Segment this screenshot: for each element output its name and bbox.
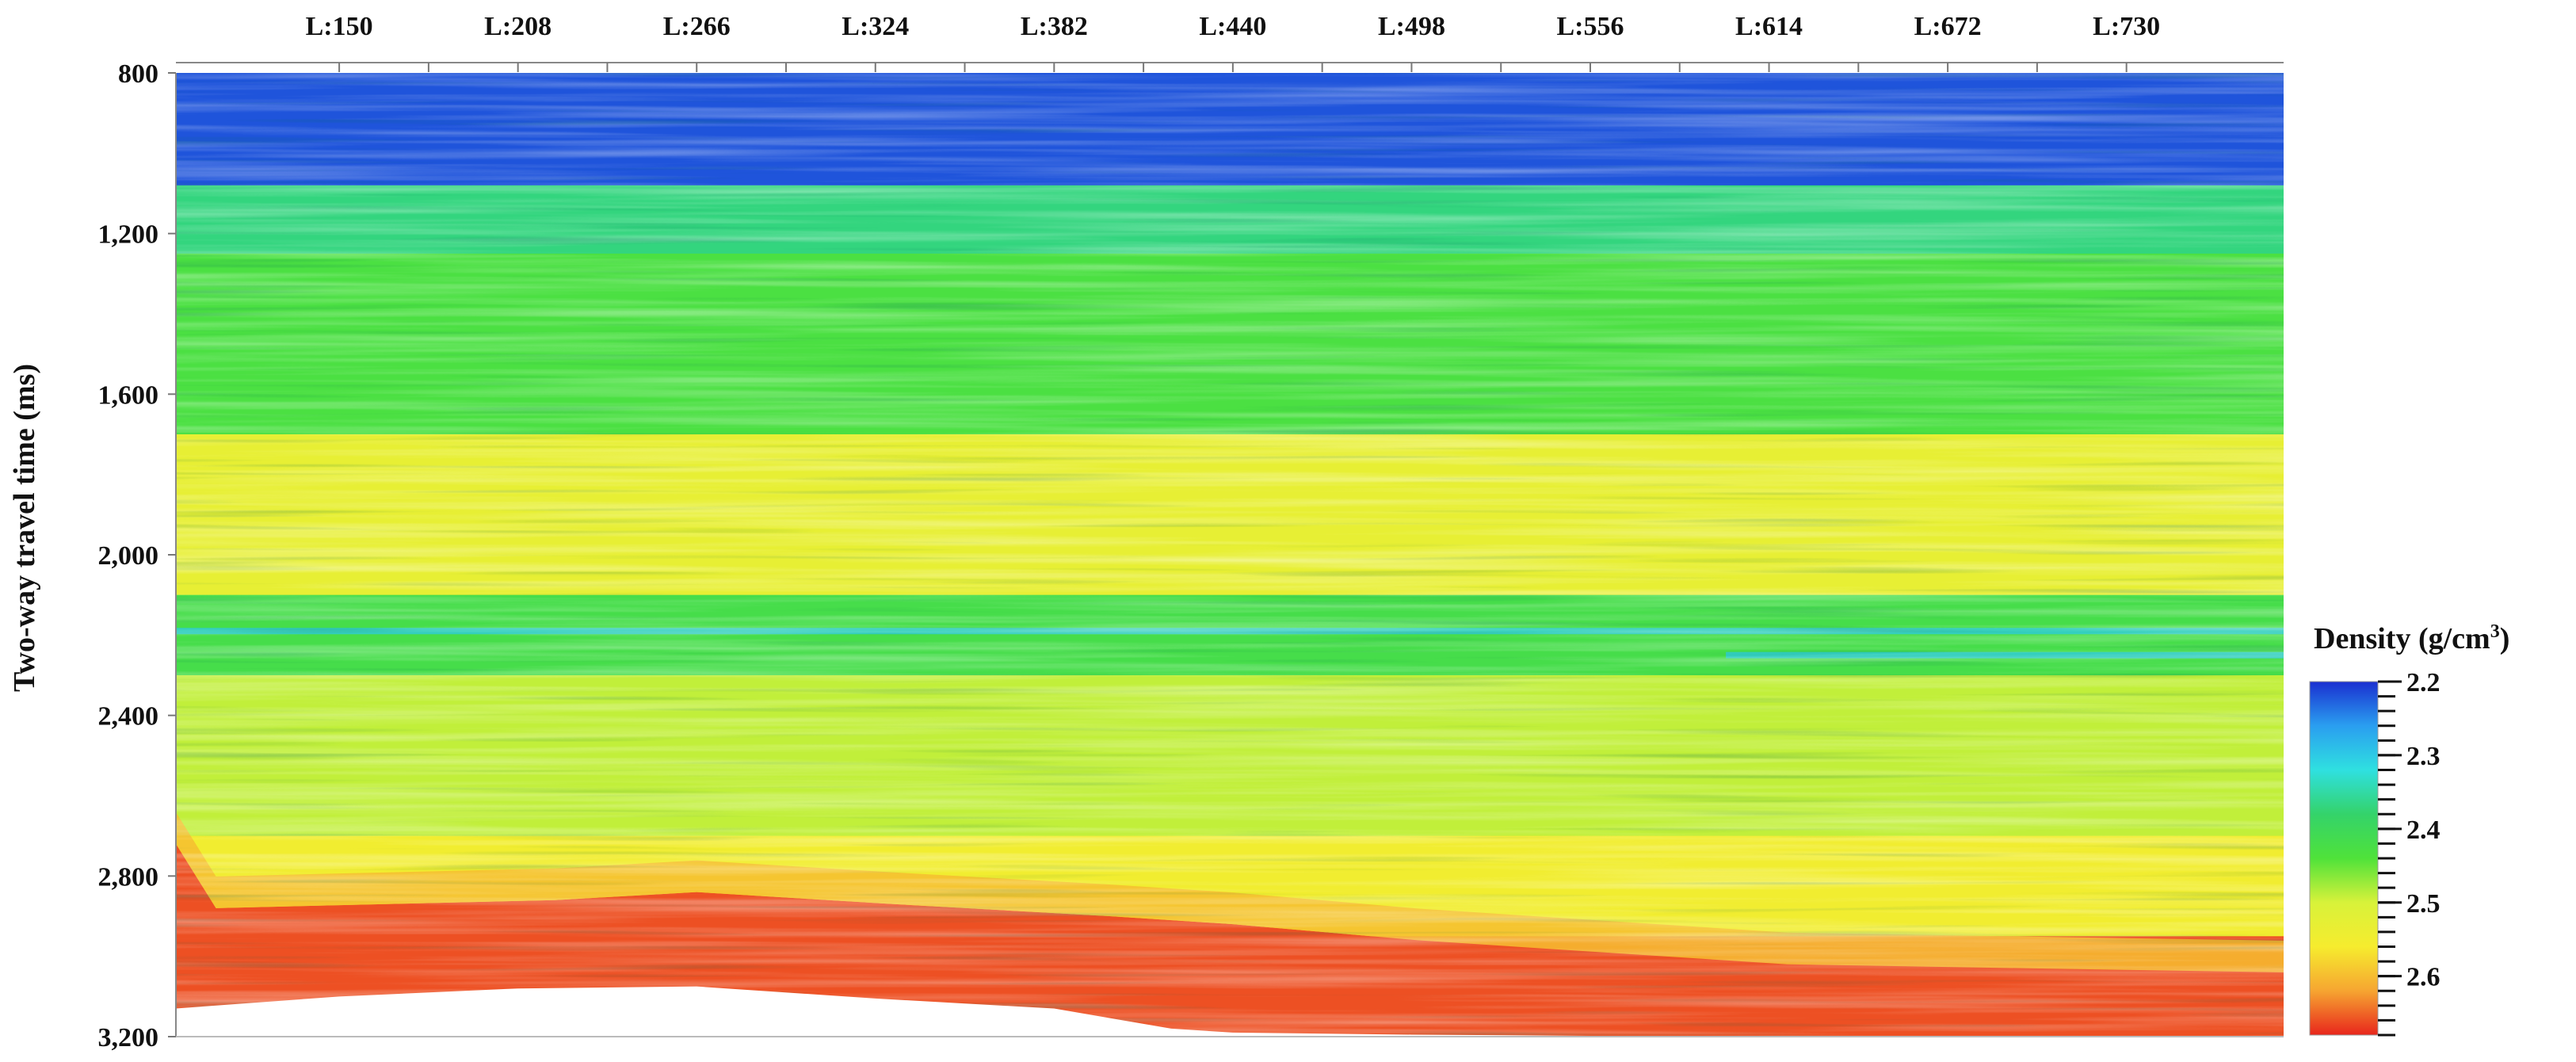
colorbar-tick-label: 2.4 <box>2406 816 2441 845</box>
y-axis-label: Two-way travel time (ms) <box>8 364 41 692</box>
x-tick-label: L:556 <box>1557 12 1624 41</box>
colorbar: 2.2 2.3 2.4 2.5 2.6 <box>2309 668 2441 1037</box>
y-tick-label: 2,800 <box>98 862 159 892</box>
y-tick-label: 1,200 <box>98 220 159 250</box>
section-base-mask <box>176 986 2284 1038</box>
colorbar-tick-label: 2.3 <box>2406 742 2441 771</box>
y-tick-label: 2,400 <box>98 702 159 732</box>
x-tick-label: L:730 <box>2093 12 2160 41</box>
axes: L:150 L:208 L:266 L:324 L:382 L:440 L:498 L:556… <box>98 12 2284 1052</box>
colorbar-title: Density (g/cm3) <box>2314 621 2509 655</box>
x-tick-label: L:382 <box>1021 12 1088 41</box>
colorbar-gradient <box>2309 681 2379 1036</box>
streak-texture-dark <box>176 73 2284 1037</box>
x-tick-label: L:498 <box>1378 12 1445 41</box>
x-tick-label: L:614 <box>1735 12 1803 41</box>
x-tick-label: L:266 <box>663 12 731 41</box>
y-tick-label: 2,000 <box>98 541 159 571</box>
x-tick-label: L:324 <box>841 12 909 41</box>
y-tick-label: 1,600 <box>98 380 159 410</box>
colorbar-tick-label: 2.5 <box>2406 889 2441 919</box>
x-tick-label: L:150 <box>306 12 373 41</box>
y-tick-label: 3,200 <box>98 1023 159 1052</box>
colorbar-tick-label: 2.2 <box>2406 668 2441 697</box>
x-tick-label: L:208 <box>484 12 551 41</box>
x-tick-label: L:672 <box>1914 12 1982 41</box>
colorbar-tick-label: 2.6 <box>2406 963 2441 992</box>
x-tick-label: L:440 <box>1199 12 1266 41</box>
y-tick-label: 800 <box>118 59 158 89</box>
plot-area <box>176 73 2284 1038</box>
